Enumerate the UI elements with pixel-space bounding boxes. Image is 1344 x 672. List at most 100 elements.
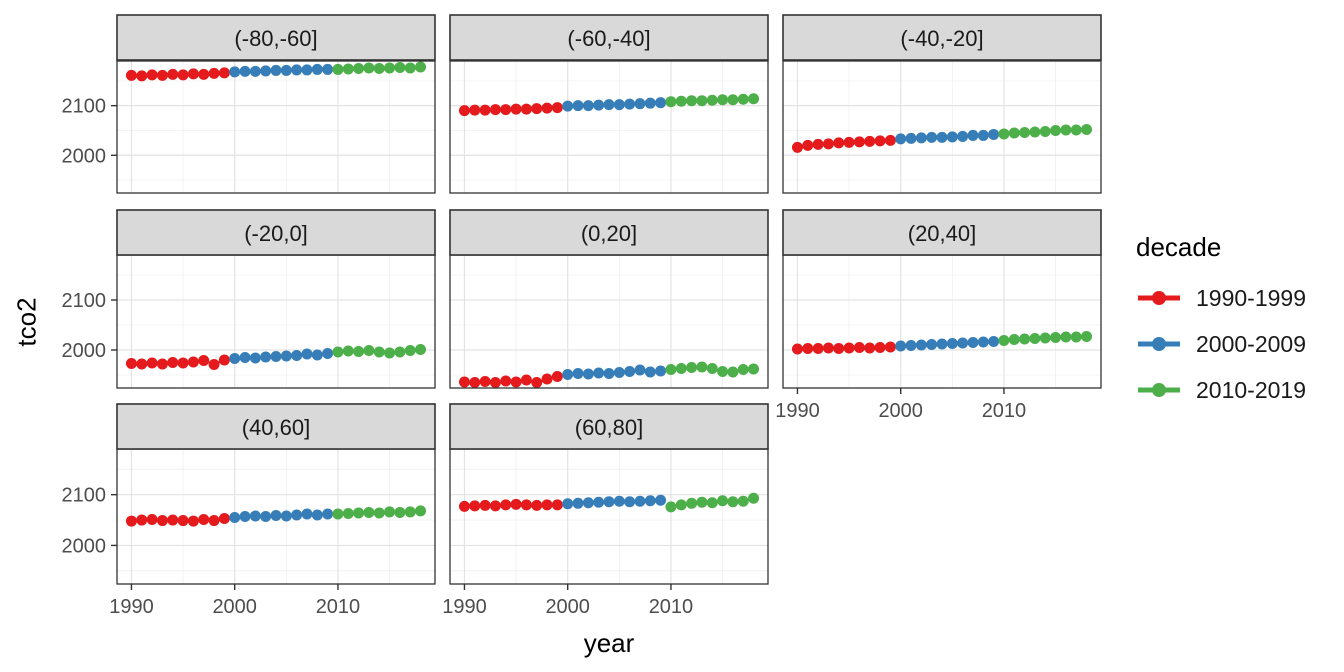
data-point xyxy=(582,497,594,509)
data-point xyxy=(270,351,282,362)
data-point xyxy=(156,515,168,527)
data-point xyxy=(322,508,334,520)
facet-(40,60]: (40,60] 2000 2100 1990 2000 2010 xyxy=(62,403,436,618)
data-point xyxy=(156,358,168,370)
legend-point xyxy=(1152,291,1166,305)
data-point xyxy=(791,343,803,355)
data-point xyxy=(208,359,220,370)
data-point xyxy=(853,342,865,353)
data-point xyxy=(748,492,760,504)
data-point xyxy=(706,497,718,509)
x-tick-label: 2010 xyxy=(982,400,1027,422)
data-point xyxy=(541,373,553,385)
data-point xyxy=(727,366,739,378)
legend-entry-1990-1999: 1990-1999 xyxy=(1136,275,1306,321)
data-point xyxy=(988,128,1000,140)
data-point xyxy=(404,506,416,518)
data-point xyxy=(593,496,605,508)
data-point xyxy=(791,141,803,153)
data-point xyxy=(301,348,313,360)
data-point xyxy=(458,105,470,117)
data-point xyxy=(874,135,886,147)
data-point xyxy=(624,98,636,110)
data-point xyxy=(988,336,1000,347)
data-point xyxy=(1019,333,1031,345)
data-point xyxy=(957,130,969,142)
facet-(-80,-60]: (-80,-60] 2000 2100 xyxy=(62,14,436,194)
data-point xyxy=(551,499,563,511)
data-point xyxy=(967,337,979,348)
y-tick-label: 2000 xyxy=(62,145,107,167)
data-point xyxy=(822,342,834,354)
data-point xyxy=(363,62,375,74)
facet-(20,40]: (20,40] 1990 2000 2010 xyxy=(775,209,1102,422)
data-point xyxy=(613,367,625,378)
x-tick-label: 2000 xyxy=(212,596,257,618)
data-point xyxy=(551,371,563,382)
data-point xyxy=(624,496,636,508)
data-point xyxy=(489,377,501,388)
legend-entry-2010-2019: 2010-2019 xyxy=(1136,367,1306,413)
data-point xyxy=(415,61,427,73)
data-point xyxy=(342,63,354,75)
data-point xyxy=(1081,123,1093,135)
data-point xyxy=(136,358,148,370)
data-point xyxy=(177,69,189,81)
data-point xyxy=(146,514,158,526)
data-point xyxy=(249,65,261,77)
data-point xyxy=(737,495,749,507)
data-point xyxy=(384,506,396,518)
data-point xyxy=(458,376,470,388)
data-point xyxy=(384,62,396,74)
facet-strip-label: (20,40] xyxy=(908,221,977,246)
data-point xyxy=(469,104,481,116)
data-point xyxy=(936,131,948,143)
y-tick-label: 2100 xyxy=(62,290,107,312)
data-point xyxy=(644,495,656,507)
data-point xyxy=(696,496,708,508)
data-point xyxy=(342,507,354,519)
data-point xyxy=(458,500,470,512)
x-tick-label: 1990 xyxy=(775,400,820,422)
data-point xyxy=(603,99,615,111)
data-point xyxy=(167,68,179,80)
data-point xyxy=(394,346,406,358)
data-point xyxy=(727,496,739,508)
data-point xyxy=(260,65,272,77)
data-point xyxy=(167,357,179,368)
data-point xyxy=(187,356,199,368)
data-point xyxy=(1019,126,1031,138)
facet-(-20,0]: (-20,0] 2000 2100 xyxy=(62,209,436,389)
legend-entries: 1990-1999 2000-2009 2010-2019 xyxy=(1136,275,1306,413)
data-point xyxy=(706,363,718,374)
data-point xyxy=(915,132,927,144)
data-point xyxy=(977,129,989,141)
data-point xyxy=(1039,332,1051,344)
data-point xyxy=(125,515,137,527)
data-point xyxy=(675,363,687,374)
data-point xyxy=(415,344,427,355)
facet-panel-border xyxy=(449,60,769,194)
data-point xyxy=(833,137,845,149)
facet-panel-bg xyxy=(450,61,768,193)
data-point xyxy=(229,353,241,364)
data-point xyxy=(833,343,845,354)
data-point xyxy=(748,363,760,375)
facet-panel-border xyxy=(116,60,436,194)
x-tick-label: 2010 xyxy=(316,596,361,618)
x-tick-label: 2000 xyxy=(878,400,923,422)
data-point xyxy=(500,375,512,387)
data-point xyxy=(280,510,292,522)
data-point xyxy=(280,350,292,362)
data-point xyxy=(562,100,574,112)
data-point xyxy=(353,507,365,519)
x-tick-label: 1990 xyxy=(109,596,154,618)
data-point xyxy=(562,369,574,380)
data-point xyxy=(1060,124,1072,136)
data-point xyxy=(843,342,855,354)
data-point xyxy=(260,511,272,522)
data-point xyxy=(696,95,708,107)
data-point xyxy=(675,95,687,107)
data-point xyxy=(686,362,698,373)
